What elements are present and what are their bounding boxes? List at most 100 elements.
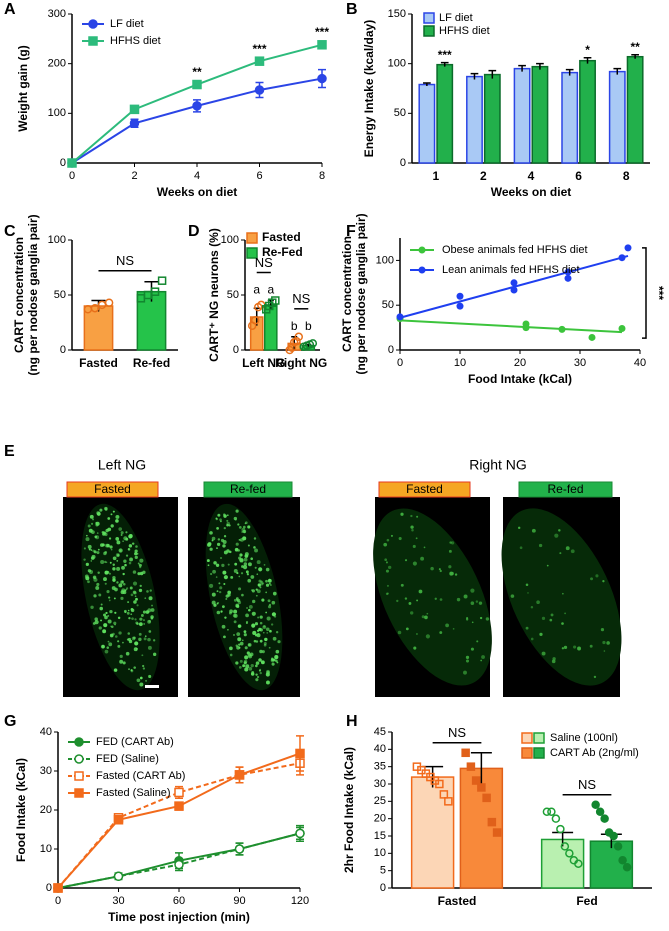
neuron-signal [565,546,570,551]
legend-label: LF diet [439,12,473,24]
y-tick-label: 100 [221,234,239,246]
neuron-signal [129,586,133,590]
neuron-signal [388,565,392,570]
neuron-signal [416,633,418,635]
neuron-signal [235,661,239,665]
neuron-signal [148,674,152,679]
neuron-signal [396,599,399,603]
data-point [294,332,304,342]
x-tick-label: Right NG [275,356,327,370]
neuron-signal [470,647,474,651]
neuron-signal [244,655,249,660]
neuron-signal [137,572,141,576]
neuron-signal [439,631,443,634]
neuron-signal [104,649,109,654]
neuron-signal [424,615,428,620]
neuron-signal [215,517,218,521]
neuron-signal [119,659,124,664]
neuron-signal [125,531,128,534]
neuron-signal [549,618,553,622]
neuron-signal [252,630,257,635]
y-tick-label: 0 [388,344,394,356]
neuron-signal [247,642,252,647]
neuron-signal [221,624,226,629]
neuron-signal [235,542,239,546]
data-point [565,849,574,858]
comparison-label: NS [255,255,273,270]
legend-marker [418,266,426,274]
neuron-signal [272,636,277,641]
data-point [618,324,626,332]
neuron-signal [235,509,239,513]
neuron-signal [123,559,127,563]
neuron-signal [258,567,263,572]
neuron-signal [129,557,133,562]
neuron-signal [263,564,266,566]
neuron-signal [238,575,241,578]
data-point [574,859,583,868]
neuron-signal [227,563,230,566]
neuron-signal [397,630,402,635]
neuron-signal [410,525,414,529]
neuron-signal [115,537,120,541]
neuron-signal [463,594,468,599]
legend-label: HFHS diet [439,25,490,37]
y-axis-label: CART concentration [340,236,354,352]
y-axis-label: Weight gain (g) [16,45,30,131]
neuron-signal [138,632,142,636]
neuron-signal [128,639,133,644]
data-point [556,824,565,834]
neuron-signal [245,664,250,669]
neuron-signal [133,647,138,652]
neuron-signal [593,675,597,679]
neuron-signal [255,661,260,665]
neuron-signal [89,514,94,519]
neuron-signal [122,572,125,576]
neuron-signal [248,562,252,567]
neuron-signal [222,544,226,548]
neuron-signal [215,563,220,567]
neuron-signal [400,583,404,587]
neuron-signal [150,616,154,620]
neuron-signal [559,552,562,555]
neuron-signal [138,563,142,567]
neuron-signal [240,572,244,575]
neuron-signal [209,583,214,588]
neuron-signal [96,532,99,534]
neuron-signal [112,556,117,561]
data-point [466,762,476,771]
x-tick-label: 8 [623,169,630,183]
neuron-signal [143,637,147,641]
neuron-signal [238,665,242,669]
comparison-label: NS [448,725,466,740]
neuron-signal [261,598,265,602]
neuron-signal [510,594,515,598]
bar [626,55,644,164]
data-point [192,101,202,111]
neuron-signal [109,633,114,638]
neuron-signal [259,649,263,654]
x-tick-label: 10 [454,357,466,369]
error-bar [423,82,431,87]
neuron-signal [385,569,389,573]
tissue [205,503,283,691]
y-axis-label: 2hr Food Intake (kCal) [342,747,356,873]
condition-tag-label: Re-fed [230,482,266,496]
data-point [551,814,561,823]
neuron-signal [221,563,225,568]
neuron-signal [127,601,130,604]
x-tick-label: Fed [576,894,597,908]
neuron-signal [546,564,549,567]
neuron-signal [606,641,610,645]
y-tick-label: 0 [60,157,66,169]
neuron-signal [250,557,253,560]
neuron-signal [589,644,593,648]
neuron-signal [149,589,152,592]
y-tick-label: 100 [376,254,394,266]
panel-letter: A [4,1,16,18]
neuron-signal [98,593,102,597]
neuron-signal [517,526,521,530]
x-axis-label: Time post injection (min) [108,910,250,924]
neuron-signal [238,643,241,646]
neuron-signal [244,522,247,525]
